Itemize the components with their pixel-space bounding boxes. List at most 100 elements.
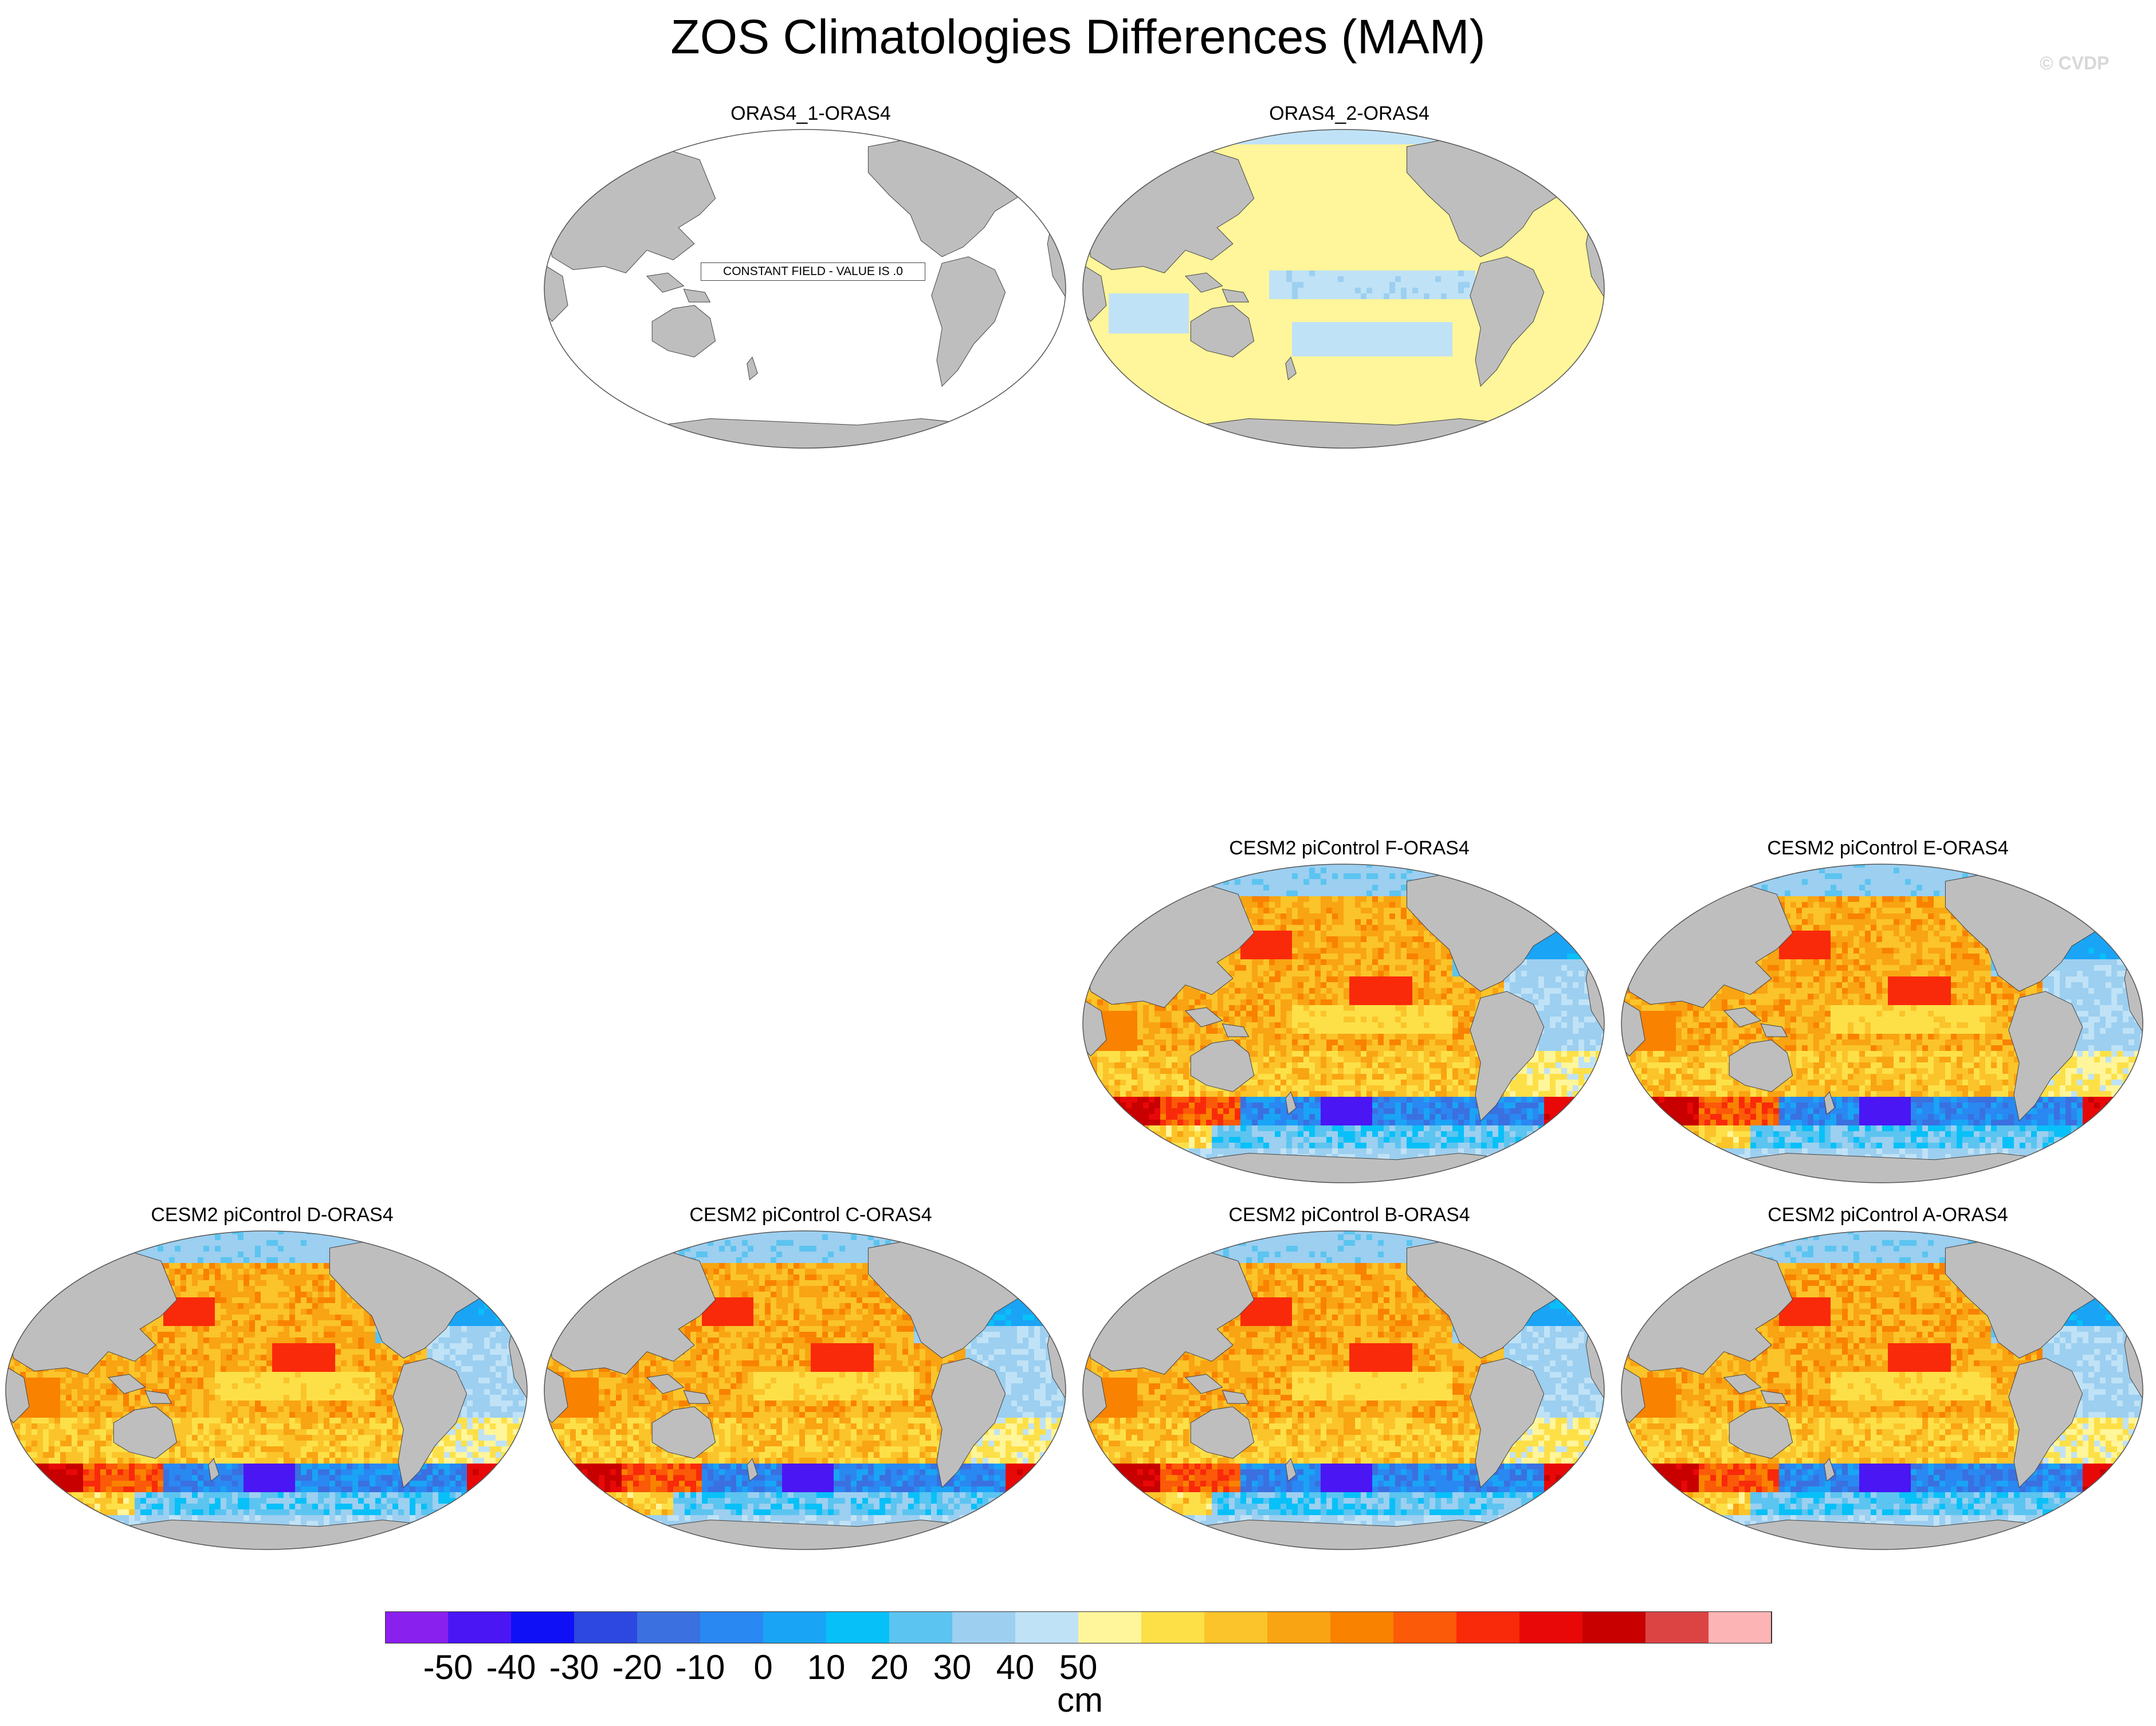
world-map xyxy=(544,129,1066,449)
landmass xyxy=(107,1374,146,1394)
landmass xyxy=(1285,1458,1297,1482)
landmass xyxy=(544,262,568,322)
map-panel-oras4-2: ORAS4_2-ORAS4 xyxy=(1080,102,1619,449)
colorbar-tick-label: 30 xyxy=(912,1647,992,1688)
map-panel-oras4-1: ORAS4_1-ORAS4 CONSTANT FIELD - VALUE IS … xyxy=(541,102,1080,449)
colorbar-swatch xyxy=(763,1611,827,1643)
world-map xyxy=(5,1230,528,1550)
landmass xyxy=(683,288,711,303)
colorbar-tick-label: -10 xyxy=(660,1647,740,1688)
landmass xyxy=(2060,868,2110,901)
colorbar-swatch xyxy=(1015,1611,1079,1643)
landmass xyxy=(635,1519,985,1550)
landmass xyxy=(1222,1023,1250,1037)
landmass xyxy=(1522,1234,1571,1268)
colorbar-swatch xyxy=(1709,1611,1772,1643)
map-outline xyxy=(544,129,1066,449)
world-map xyxy=(1082,129,1605,449)
landmass xyxy=(1470,991,1545,1122)
landmass xyxy=(651,305,716,358)
landmass xyxy=(1621,1364,1646,1423)
cvdp-credit: © CVDP xyxy=(2040,53,2109,74)
colorbar-swatch xyxy=(952,1611,1016,1643)
landmass xyxy=(1285,1091,1297,1115)
colorbar-swatch xyxy=(637,1611,701,1643)
map-field xyxy=(544,130,1066,448)
panel-title: CESM2 piControl B-ORAS4 xyxy=(1080,1203,1619,1226)
landmass xyxy=(931,1358,1006,1489)
panel-title: CESM2 piControl E-ORAS4 xyxy=(1619,837,2156,860)
world-map xyxy=(1621,1230,2143,1550)
map-field xyxy=(1083,1231,1604,1550)
landmass xyxy=(2008,1358,2083,1489)
colorbar xyxy=(385,1611,1772,1643)
landmass xyxy=(1713,1519,2062,1550)
map-panel-cesm2-d: CESM2 piControl D-ORAS4 xyxy=(3,1203,541,1550)
landmass xyxy=(1522,133,1571,167)
landmass xyxy=(983,133,1032,167)
colorbar-swatch xyxy=(700,1611,764,1643)
panel-title: CESM2 piControl C-ORAS4 xyxy=(541,1203,1080,1226)
world-map xyxy=(1621,864,2143,1183)
colorbar-swatch xyxy=(1204,1611,1268,1643)
colorbar-swatch xyxy=(1582,1611,1646,1643)
colorbar-tick-label: -20 xyxy=(597,1647,677,1688)
map-panel-cesm2-f: CESM2 piControl F-ORAS4 xyxy=(1080,837,1619,1183)
landmass xyxy=(683,1390,711,1404)
map-panel-cesm2-a: CESM2 piControl A-ORAS4 xyxy=(1619,1203,2156,1550)
map-outline xyxy=(1621,864,2143,1183)
map-panel-cesm2-e: CESM2 piControl E-ORAS4 xyxy=(1619,837,2156,1183)
map-outline xyxy=(5,1230,528,1550)
landmass xyxy=(1184,272,1223,293)
landmass xyxy=(1470,1358,1545,1489)
colorbar-tick-label: 50 xyxy=(1038,1647,1118,1688)
landmass xyxy=(1285,356,1297,380)
landmass xyxy=(1760,1023,1788,1037)
landmass xyxy=(747,1458,758,1482)
landmass xyxy=(1190,1039,1255,1092)
colorbar-swatch xyxy=(511,1611,575,1643)
colorbar-swatch xyxy=(1646,1611,1709,1643)
landmass xyxy=(1522,868,1571,901)
colorbar-swatch xyxy=(385,1611,449,1643)
landmass xyxy=(1190,305,1255,358)
landmass xyxy=(2060,1234,2110,1268)
colorbar-units: cm xyxy=(1040,1680,1120,1720)
landmass xyxy=(208,1458,219,1482)
map-field xyxy=(1621,864,2143,1183)
landmass xyxy=(983,1234,1032,1268)
panel-title: CESM2 piControl F-ORAS4 xyxy=(1080,837,1619,860)
landmass xyxy=(113,1406,178,1459)
panel-title: CESM2 piControl D-ORAS4 xyxy=(3,1203,541,1226)
landmass xyxy=(544,1364,568,1423)
landmass xyxy=(1083,1364,1107,1423)
landmass xyxy=(392,1358,468,1489)
landmass xyxy=(445,1234,494,1268)
landmass xyxy=(1621,997,1646,1057)
colorbar-swatch xyxy=(574,1611,638,1643)
landmass xyxy=(144,1390,172,1404)
world-map xyxy=(1082,864,1605,1183)
map-outline xyxy=(1082,864,1605,1183)
landmass xyxy=(97,1519,446,1550)
map-outline xyxy=(1082,1230,1605,1550)
landmass xyxy=(1222,1390,1250,1404)
landmass xyxy=(1174,1519,1523,1550)
landmass xyxy=(931,256,1006,387)
landmass xyxy=(1824,1091,1835,1115)
landmass xyxy=(1470,256,1545,387)
colorbar-swatch xyxy=(448,1611,512,1643)
landmass xyxy=(1184,1007,1223,1027)
map-panel-cesm2-b: CESM2 piControl B-ORAS4 xyxy=(1080,1203,1619,1550)
constant-field-label: CONSTANT FIELD - VALUE IS .0 xyxy=(701,262,925,281)
figure-title: ZOS Climatologies Differences (MAM) xyxy=(0,8,2156,65)
colorbar-tick-label: 10 xyxy=(786,1647,866,1688)
colorbar-swatch xyxy=(1519,1611,1583,1643)
landmass xyxy=(1222,288,1250,303)
landmass xyxy=(1713,1152,2062,1183)
colorbar-swatch xyxy=(1267,1611,1331,1643)
colorbar-swatch xyxy=(826,1611,890,1643)
panel-title: ORAS4_2-ORAS4 xyxy=(1080,102,1619,125)
colorbar-tick-label: -50 xyxy=(408,1647,488,1688)
landmass xyxy=(1723,1007,1762,1027)
